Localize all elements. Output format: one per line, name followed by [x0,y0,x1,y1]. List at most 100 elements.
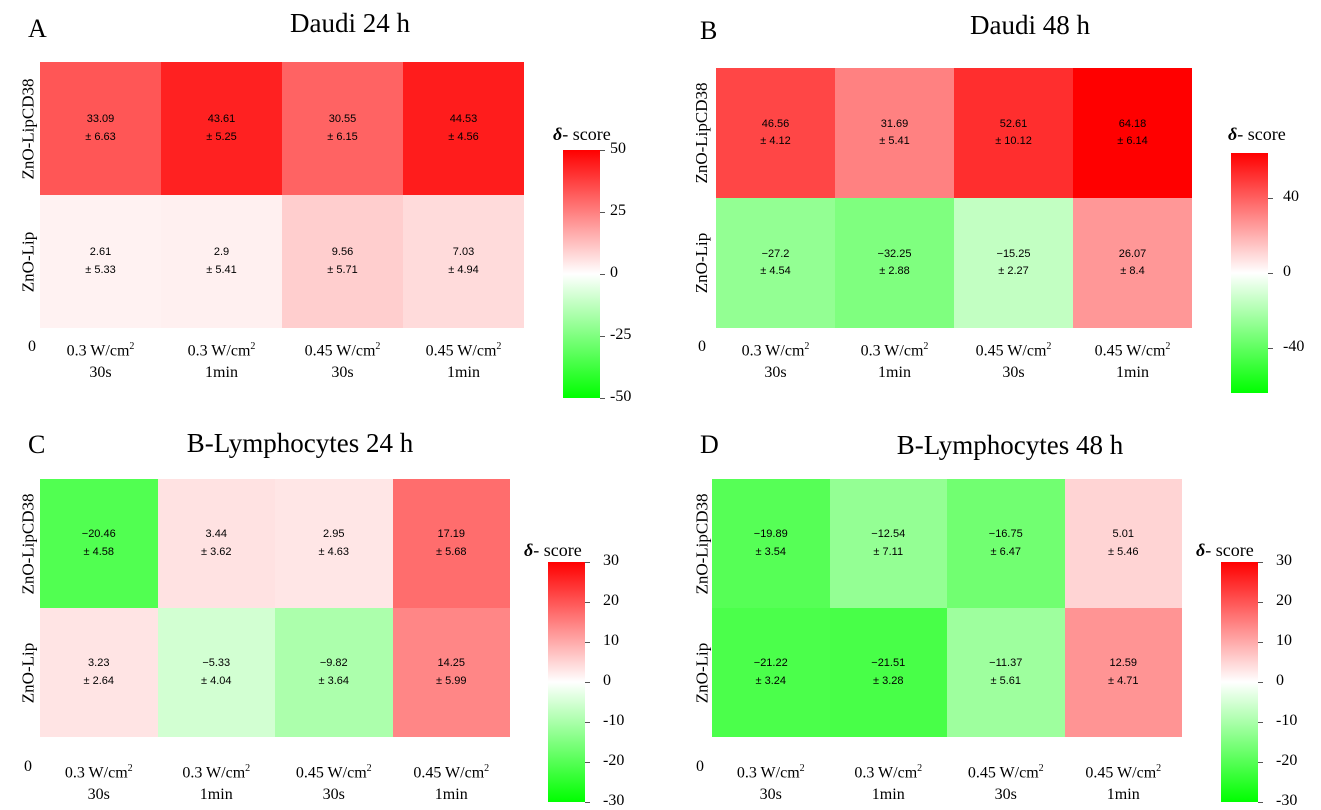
cell-value: 2.95 [323,528,345,541]
colorbar-tickmark [1258,562,1263,563]
column-label-power: 0.45 W/cm2 [954,340,1073,362]
cell-value: 12.59 [1109,657,1138,670]
colorbar-tick-label: 50 [610,140,626,157]
heatmap-cell: 12.59 ± 4.71 [1064,608,1182,737]
cell-error: ± 3.24 [755,674,786,687]
heatmap-cell: 52.61 ± 10.12 [954,68,1073,198]
colorbar-tickmark [1258,642,1263,643]
cell-error: ± 5.71 [327,263,358,276]
cell-value: −32.25 [877,247,912,260]
heatmap-cell: 43.61 ± 5.25 [161,62,282,195]
power-text: 0.3 W/cm [736,764,800,782]
cell-error: ± 5.68 [435,545,467,558]
cell-error: ± 3.64 [318,674,349,687]
column-label-duration: 30s [994,785,1017,803]
colorbar-title-text: - score [1205,540,1254,560]
column-label-duration: 1min [205,363,238,381]
colorbar-tickmark [600,398,605,399]
colorbar-tick-label: -30 [603,792,625,809]
colorbar-tick-label: -30 [1276,792,1298,809]
heatmap-cell: 17.19 ± 5.68 [392,479,510,608]
heatmap-cell: 2.95 ± 4.63 [275,479,393,608]
heatmap-cell: 7.03 ± 4.94 [403,195,524,328]
power-exponent: 2 [804,341,810,352]
cell-error: ± 4.56 [448,130,479,143]
cell-value: −16.75 [988,528,1023,541]
heatmap-cell: −11.37 ± 5.61 [947,608,1065,737]
colorbar [1231,153,1268,393]
colorbar-tickmark [1258,602,1263,603]
cell-error: ± 5.25 [206,130,237,143]
colorbar-tick-label: 30 [1276,552,1292,569]
colorbar-title: δ- score [1196,540,1254,561]
power-exponent: 2 [484,763,490,774]
column-label-duration: 1min [447,363,480,381]
cell-value: 2.61 [89,246,112,259]
heatmap-cell: 3.23 ± 2.64 [40,608,158,737]
column-label-power: 0.45 W/cm2 [947,762,1065,784]
cell-value: −5.33 [202,657,231,670]
corner-zero-label: 0 [24,758,32,775]
column-label: 0.3 W/cm2 30s [40,762,158,806]
colorbar-title: δ- score [1228,124,1286,145]
column-label-power: 0.3 W/cm2 [161,340,282,362]
cell-error: ± 3.54 [755,545,786,558]
cell-value: 52.61 [999,117,1028,130]
column-label: 0.3 W/cm2 30s [712,762,830,806]
panel-title: B-Lymphocytes 24 h [186,428,414,458]
column-label-power: 0.3 W/cm2 [40,762,158,784]
cell-error: ± 5.41 [206,263,237,276]
colorbar [548,562,585,802]
colorbar-tick-label: 0 [1283,263,1291,280]
corner-zero-label: 0 [696,758,704,775]
delta-symbol: δ [524,540,534,560]
colorbar-tick-label: -10 [603,712,625,729]
colorbar-tickmark [600,150,605,151]
colorbar [1221,562,1258,802]
column-label-duration: 1min [434,785,468,803]
cell-error: ± 4.94 [448,263,479,276]
heatmap-cell: −21.22 ± 3.24 [712,608,830,737]
cell-value: 17.19 [437,528,466,541]
cell-value: 44.53 [449,113,478,126]
colorbar-tickmark [585,642,590,643]
row-label: ZnO-Lip [18,642,37,703]
colorbar-tick-label: 10 [603,632,619,649]
cell-value: 30.55 [328,113,357,126]
power-exponent: 2 [1046,341,1052,352]
delta-symbol: δ [553,124,563,144]
heatmap-cell: −15.25 ± 2.27 [954,198,1073,328]
colorbar-tickmark [1268,273,1273,274]
heatmap-cell: 31.69 ± 5.41 [835,68,954,198]
cell-error: ± 6.14 [1117,135,1148,147]
cell-value: 3.23 [88,657,110,670]
cell-value: −11.37 [989,657,1023,670]
cell-error: ± 8.4 [1120,265,1145,277]
colorbar-tick-label: 10 [1276,632,1292,649]
column-label-power: 0.45 W/cm2 [1073,340,1192,362]
column-label: 0.45 W/cm2 1min [1065,762,1183,806]
cell-value: 3.44 [205,528,227,541]
column-label-duration: 30s [759,785,782,803]
corner-zero-label: 0 [28,338,36,355]
colorbar-title-text: - score [1237,124,1286,144]
column-label: 0.45 W/cm2 30s [275,762,393,806]
cell-value: 26.07 [1118,247,1147,260]
column-label-duration: 30s [331,363,354,381]
column-label-power: 0.45 W/cm2 [275,762,393,784]
column-label-power: 0.3 W/cm2 [830,762,948,784]
colorbar-tickmark [1268,347,1273,349]
colorbar-tick-label: -20 [603,752,625,769]
column-label: 0.3 W/cm2 30s [40,340,161,384]
cell-value: 64.18 [1118,117,1147,130]
power-exponent: 2 [127,763,133,774]
colorbar-tickmark [600,212,605,213]
panel-title: Daudi 24 h [290,8,410,38]
column-label-power: 0.3 W/cm2 [158,762,276,784]
column-label-duration: 30s [89,363,112,381]
colorbar-title: δ- score [553,124,611,145]
cell-error: ± 3.28 [872,674,904,687]
cell-value: 5.01 [1112,528,1134,541]
column-label-duration: 30s [1002,363,1025,381]
row-label: ZnO-Lip [692,642,711,703]
